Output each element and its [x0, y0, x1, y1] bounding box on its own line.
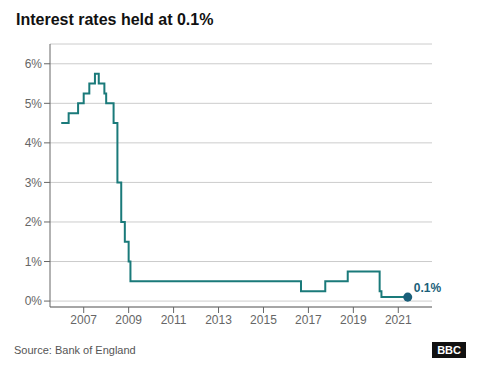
svg-text:0%: 0%: [25, 294, 43, 308]
svg-text:5%: 5%: [25, 97, 43, 111]
html-text:BBC: BBC: [437, 344, 461, 356]
svg-text:1%: 1%: [25, 255, 43, 269]
html-text:Source: Bank of England: Source: Bank of England: [14, 344, 136, 356]
svg-text:2021: 2021: [385, 313, 412, 327]
html-text:Interest rates held at 0.1%: Interest rates held at 0.1%: [16, 11, 214, 28]
svg-text:2017: 2017: [295, 313, 322, 327]
svg-text:2007: 2007: [70, 313, 97, 327]
svg-text:3%: 3%: [25, 176, 43, 190]
svg-text:2015: 2015: [250, 313, 277, 327]
svg-text:2013: 2013: [205, 313, 232, 327]
svg-text:6%: 6%: [25, 57, 43, 71]
svg-text:2%: 2%: [25, 215, 43, 229]
svg-text:0.1%: 0.1%: [414, 281, 442, 295]
svg-text:2011: 2011: [161, 313, 187, 327]
svg-text:4%: 4%: [25, 136, 43, 150]
svg-text:2009: 2009: [115, 313, 142, 327]
svg-text:2019: 2019: [340, 313, 367, 327]
